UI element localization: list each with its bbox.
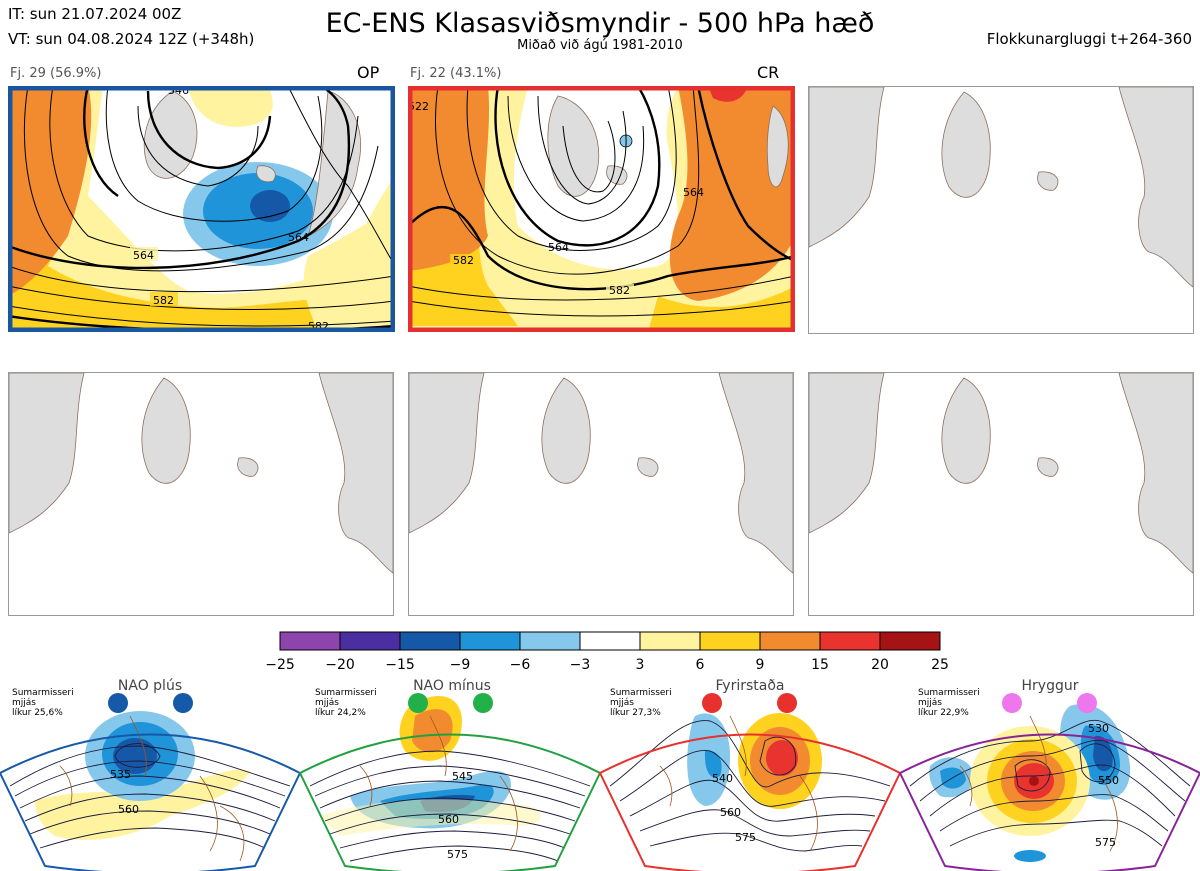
colorbar-swatch <box>759 631 821 651</box>
regime-contour-label: 530 <box>1088 722 1109 735</box>
empty-map-4 <box>8 372 394 616</box>
colorbar-swatch <box>819 631 881 651</box>
regime-4-freq: mjjás <box>918 698 942 708</box>
regime-3-season: Sumarmisseri <box>610 688 672 698</box>
panel-1-border <box>8 86 395 332</box>
regime-3-prob: líkur 27,3% <box>610 708 661 718</box>
regime-ridge: 530 550 575 Hryggur Sumarmisseri mjjás l… <box>898 678 1200 871</box>
regime-2-dot-icon <box>408 693 428 713</box>
contour-label: 564 <box>683 186 704 199</box>
contour-label: 522 <box>408 100 429 113</box>
colorbar-swatch <box>639 631 701 651</box>
colorbar-tick-label: −9 <box>450 657 471 673</box>
colorbar-tick-label: 6 <box>696 657 705 673</box>
colorbar-tick-label: 20 <box>871 657 889 673</box>
regime-row: 535 560 NAO plús Sumarmisseri mjjás líku… <box>0 676 1200 871</box>
regime-contour-label: 575 <box>447 848 468 861</box>
colorbar-tick-label: 9 <box>756 657 765 673</box>
regime-contour-label: 560 <box>118 803 139 816</box>
colorbar-swatch <box>519 631 581 651</box>
regime-1-prob: líkur 25,6% <box>12 708 63 718</box>
page-title: EC-ENS Klasasviðsmyndir - 500 hPa hæð <box>325 8 875 39</box>
contour-label: 564 <box>288 231 309 244</box>
panel-2-label: Fj. 22 (43.1%) <box>410 66 502 81</box>
empty-map-3 <box>808 86 1194 334</box>
empty-map-5 <box>408 372 794 616</box>
regime-3-title: Fyrirstaða <box>716 678 785 694</box>
cluster-window: Flokkunargluggi t+264-360 <box>986 30 1192 48</box>
colorbar-tick-label: 15 <box>811 657 829 673</box>
regime-2-season: Sumarmisseri <box>315 688 377 698</box>
regime-1-season: Sumarmisseri <box>12 688 74 698</box>
contour-label: 582 <box>153 294 174 307</box>
colorbar-tick-label: −6 <box>510 657 531 673</box>
colorbar-swatch <box>879 631 941 651</box>
contour-label: 564 <box>548 241 569 254</box>
panel-1-tag: OP <box>357 63 380 82</box>
regime-1-freq: mjjás <box>12 698 36 708</box>
regime-2-prob: líkur 24,2% <box>315 708 366 718</box>
regime-2-title: NAO mínus <box>413 678 491 694</box>
regime-contour-label: 550 <box>1098 774 1119 787</box>
regime-contour-label: 535 <box>110 768 131 781</box>
regime-3-dot-icon <box>702 693 722 713</box>
regime-nao-plus: 535 560 NAO plús Sumarmisseri mjjás líku… <box>0 678 302 871</box>
init-time: IT: sun 21.07.2024 00Z <box>8 5 182 23</box>
regime-nao-minus: 545 560 575 NAO mínus Sumarmisseri mjjás… <box>298 678 602 871</box>
regime-blocking: 540 560 575 Fyrirstaða Sumarmisseri mjjá… <box>598 678 902 871</box>
colorbar-swatch <box>279 631 341 651</box>
regime-4-title: Hryggur <box>1022 678 1079 694</box>
regime-1-dot-icon <box>108 693 128 713</box>
valid-time: VT: sun 04.08.2024 12Z (+348h) <box>8 30 255 48</box>
regime-3-dot-icon <box>777 693 797 713</box>
regime-contour-label: 560 <box>438 813 459 826</box>
colorbar-swatch <box>339 631 401 651</box>
regime-contour-label: 575 <box>1095 836 1116 849</box>
regime-2-freq: mjjás <box>315 698 339 708</box>
colorbar: −25 −20 −15 −9 −6 −3 3 6 9 15 20 25 <box>260 628 960 678</box>
regime-1-dot-icon <box>173 693 193 713</box>
regime-4-dot-icon <box>1077 693 1097 713</box>
cluster-map-1: 564 582 582 564 546 <box>8 86 395 332</box>
colorbar-swatch <box>579 631 641 651</box>
regime-contour-label: 545 <box>452 770 473 783</box>
colorbar-tick-label: −15 <box>385 657 415 673</box>
colorbar-tick-label: −3 <box>570 657 591 673</box>
colorbar-tick-label: −25 <box>265 657 295 673</box>
regime-contour-label: 560 <box>720 806 741 819</box>
colorbar-swatch <box>399 631 461 651</box>
regime-contour-label: 575 <box>735 831 756 844</box>
regime-4-dot-icon <box>1002 693 1022 713</box>
regime-2-dot-icon <box>473 693 493 713</box>
regime-4-prob: líkur 22,9% <box>918 708 969 718</box>
panel-2-tag: CR <box>757 63 780 82</box>
colorbar-tick-label: 25 <box>931 657 949 673</box>
page-subtitle: Miðað við ágú 1981-2010 <box>517 38 683 53</box>
contour-label: 582 <box>609 284 630 297</box>
contour-label: 546 <box>168 86 189 97</box>
panel-2-border <box>408 86 795 332</box>
colorbar-tick-label: 3 <box>636 657 645 673</box>
empty-map-6 <box>808 372 1194 616</box>
cluster-map-2: 564 582 582 564 522 <box>408 86 795 332</box>
contour-label: 582 <box>453 254 474 267</box>
regime-3-freq: mjjás <box>610 698 634 708</box>
panel-1-label: Fj. 29 (56.9%) <box>10 66 102 81</box>
regime-1-title: NAO plús <box>118 678 182 694</box>
regime-contour-label: 540 <box>712 772 733 785</box>
contour-label: 564 <box>133 249 154 262</box>
colorbar-swatch <box>699 631 761 651</box>
colorbar-swatch <box>459 631 521 651</box>
colorbar-tick-label: −20 <box>325 657 355 673</box>
regime-4-season: Sumarmisseri <box>918 688 980 698</box>
